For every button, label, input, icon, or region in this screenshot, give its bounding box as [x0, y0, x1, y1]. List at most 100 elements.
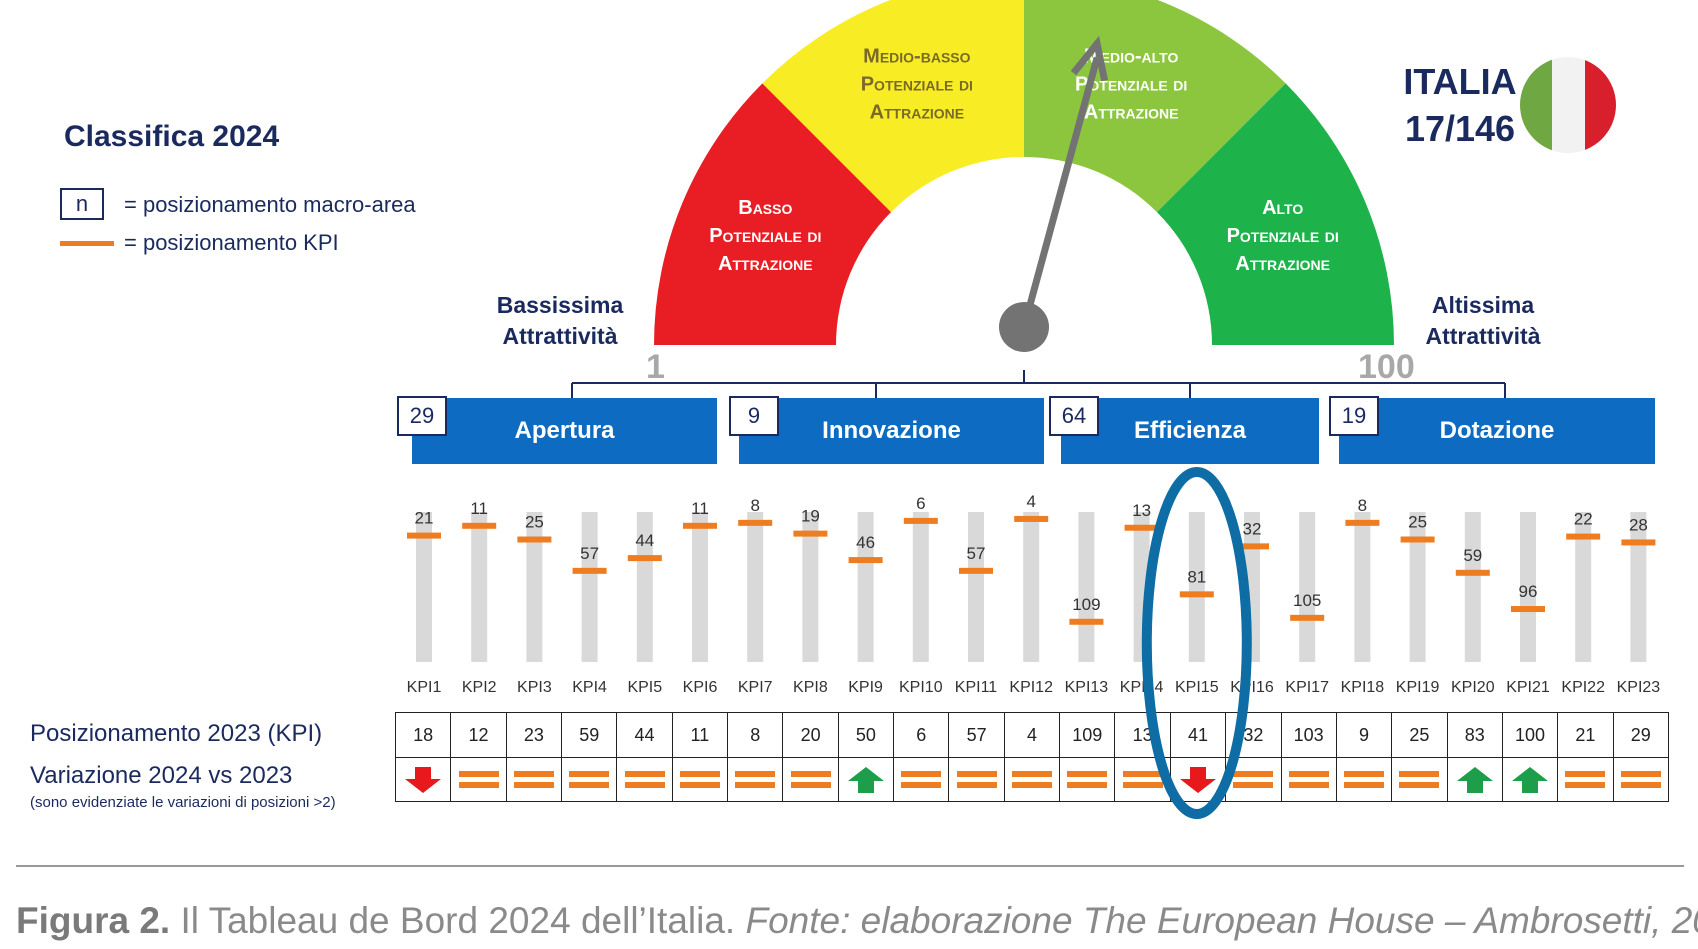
- variation-cell: [1337, 758, 1391, 801]
- gauge-needle-arrowhead: [1070, 35, 1109, 82]
- kpi-bar: [636, 512, 653, 662]
- gauge-right-label-line1: Altissima: [1431, 292, 1535, 318]
- equal-icon: [735, 770, 776, 788]
- variation-cell: [949, 758, 1003, 801]
- macro-area-name: Innovazione: [822, 417, 961, 444]
- equal-icon: [1011, 770, 1052, 788]
- equal-icon: [1233, 770, 1274, 788]
- position-2023-cell: 44: [617, 713, 672, 758]
- kpi-marker: [1290, 614, 1325, 621]
- kpi-bar: [1188, 512, 1205, 662]
- equal-icon: [1620, 770, 1661, 788]
- equal-icon: [458, 770, 499, 788]
- kpi-category-label: KPI21: [1506, 679, 1550, 696]
- kpi-category-label: KPI2: [462, 679, 497, 696]
- kpi-category-label: KPI19: [1396, 679, 1440, 696]
- kpi-bar: [581, 512, 598, 662]
- kpi-value-label: 19: [801, 507, 820, 526]
- table-column: 59: [562, 713, 618, 801]
- kpi-category-label: KPI17: [1285, 679, 1329, 696]
- equal-icon: [956, 770, 997, 788]
- kpi-bar: [1354, 512, 1371, 662]
- gauge-segment-label: Attrazione: [1084, 101, 1179, 123]
- caption-divider: [16, 865, 1684, 867]
- kpi-marker: [407, 532, 441, 539]
- position-2023-cell: 12: [451, 713, 506, 758]
- kpi-marker: [793, 530, 828, 537]
- macro-area-efficienza: Efficienza: [1061, 398, 1319, 464]
- macro-area-rank: 29: [397, 396, 447, 436]
- variation-cell: [673, 758, 727, 801]
- kpi-marker: [1124, 524, 1159, 531]
- kpi-category-label: KPI23: [1617, 679, 1661, 696]
- table-column: 11: [672, 713, 729, 801]
- position-2023-cell: 9: [1336, 713, 1392, 758]
- equal-icon: [1565, 770, 1606, 788]
- variation-cell: [1448, 758, 1502, 801]
- kpi-value-label: 8: [750, 496, 759, 515]
- highlight-ellipse: [1141, 467, 1252, 819]
- gauge-needle: [1020, 56, 1101, 328]
- legend-box-symbol: n: [60, 188, 104, 220]
- kpi-marker: [1566, 533, 1601, 540]
- variation-cell: [839, 758, 893, 801]
- variation-cell: [1060, 758, 1114, 801]
- macro-connector: [571, 370, 1506, 398]
- position-2023-cell: 83: [1447, 713, 1502, 758]
- kpi-chart: 21 KPI1 11 KPI2 25 KPI3 57 KPI4 44 KPI5 11 KPI6 8 KPI…: [407, 492, 1661, 696]
- kpi-bar: [802, 512, 819, 662]
- kpi-marker: [1455, 569, 1490, 576]
- caption-source: Fonte: elaborazione The European House –…: [745, 900, 1698, 941]
- kpi-bar: [471, 512, 488, 662]
- gauge-segment-label: Attrazione: [870, 101, 965, 123]
- kpi-category-label: KPI10: [899, 679, 943, 696]
- kpi-category-label: KPI13: [1065, 679, 1109, 696]
- kpi-value-label: 81: [1187, 567, 1206, 586]
- kpi-value-label: 11: [691, 499, 709, 518]
- legend-dash-symbol: [60, 241, 114, 246]
- gauge-scale-min: 1: [646, 348, 665, 386]
- position-2023-cell: 6: [894, 713, 949, 758]
- row-label-2023: Posizionamento 2023 (KPI): [30, 720, 323, 747]
- kpi-marker: [903, 517, 938, 524]
- macro-area-name: Efficienza: [1133, 417, 1247, 444]
- kpi-category-label: KPI7: [738, 679, 773, 696]
- arrow-down-icon: [1179, 766, 1216, 793]
- table-column: 13: [1115, 713, 1171, 801]
- equal-icon: [624, 770, 665, 788]
- table-column: 83: [1447, 713, 1503, 801]
- kpi-marker: [1179, 591, 1214, 598]
- position-2023-cell: 20: [783, 713, 838, 758]
- table-column: 100: [1502, 713, 1559, 801]
- kpi-marker: [1069, 618, 1104, 625]
- gauge-needle-hub: [999, 302, 1049, 352]
- equal-icon: [1344, 770, 1385, 788]
- table-column: 57: [949, 713, 1005, 801]
- table-column: 18: [396, 713, 452, 801]
- kpi-category-label: KPI1: [407, 679, 442, 696]
- kpi-marker: [738, 519, 773, 526]
- position-2023-cell: 100: [1502, 713, 1558, 758]
- gauge-segment-label: Alto: [1262, 197, 1303, 219]
- table-column: 20: [783, 713, 839, 801]
- equal-icon: [790, 770, 831, 788]
- country-block: ITALIA 17/146: [1370, 58, 1550, 152]
- kpi-bar: [968, 512, 984, 662]
- kpi-bar: [857, 512, 874, 662]
- kpi-bar: [416, 512, 432, 662]
- position-2023-cell: 109: [1060, 713, 1115, 758]
- table-column: 29: [1613, 713, 1668, 801]
- position-2023-cell: 18: [396, 713, 451, 758]
- kpi-value-label: 25: [525, 513, 544, 532]
- kpi-table: 18 12 23 59 44 11 8 20 50 6 57 4 109 13 41 32 103 9 25 83 10…: [395, 712, 1669, 802]
- position-2023-cell: 23: [506, 713, 562, 758]
- kpi-category-label: KPI8: [793, 679, 828, 696]
- kpi-value-label: 6: [916, 494, 925, 513]
- gauge-segment: [762, 0, 1024, 213]
- kpi-marker: [517, 536, 552, 543]
- gauge-left-label-line1: Bassissima: [496, 292, 624, 318]
- position-2023-cell: 103: [1281, 713, 1336, 758]
- equal-icon: [513, 770, 554, 788]
- equal-icon: [679, 770, 720, 788]
- arrow-up-icon: [1456, 766, 1493, 793]
